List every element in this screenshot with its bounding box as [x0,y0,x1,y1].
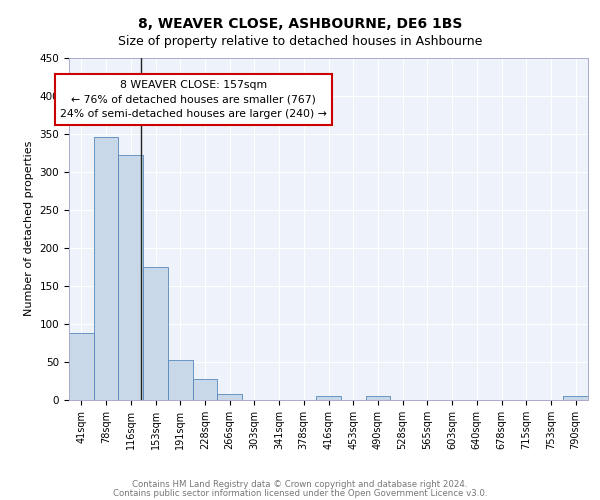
Text: 8 WEAVER CLOSE: 157sqm
← 76% of detached houses are smaller (767)
24% of semi-de: 8 WEAVER CLOSE: 157sqm ← 76% of detached… [60,80,327,120]
Bar [168,360,193,400]
Bar [143,267,168,400]
Text: Contains public sector information licensed under the Open Government Licence v3: Contains public sector information licen… [113,488,487,498]
Bar [193,380,217,400]
Bar [563,396,588,400]
Text: Size of property relative to detached houses in Ashbourne: Size of property relative to detached ho… [118,35,482,48]
Bar [69,333,94,400]
Y-axis label: Number of detached properties: Number of detached properties [24,141,34,316]
Text: Contains HM Land Registry data © Crown copyright and database right 2024.: Contains HM Land Registry data © Crown c… [132,480,468,489]
Bar [118,155,143,400]
Bar [94,138,118,400]
Bar [316,396,341,400]
Bar [365,396,390,400]
Bar [217,394,242,400]
Text: 8, WEAVER CLOSE, ASHBOURNE, DE6 1BS: 8, WEAVER CLOSE, ASHBOURNE, DE6 1BS [138,18,462,32]
